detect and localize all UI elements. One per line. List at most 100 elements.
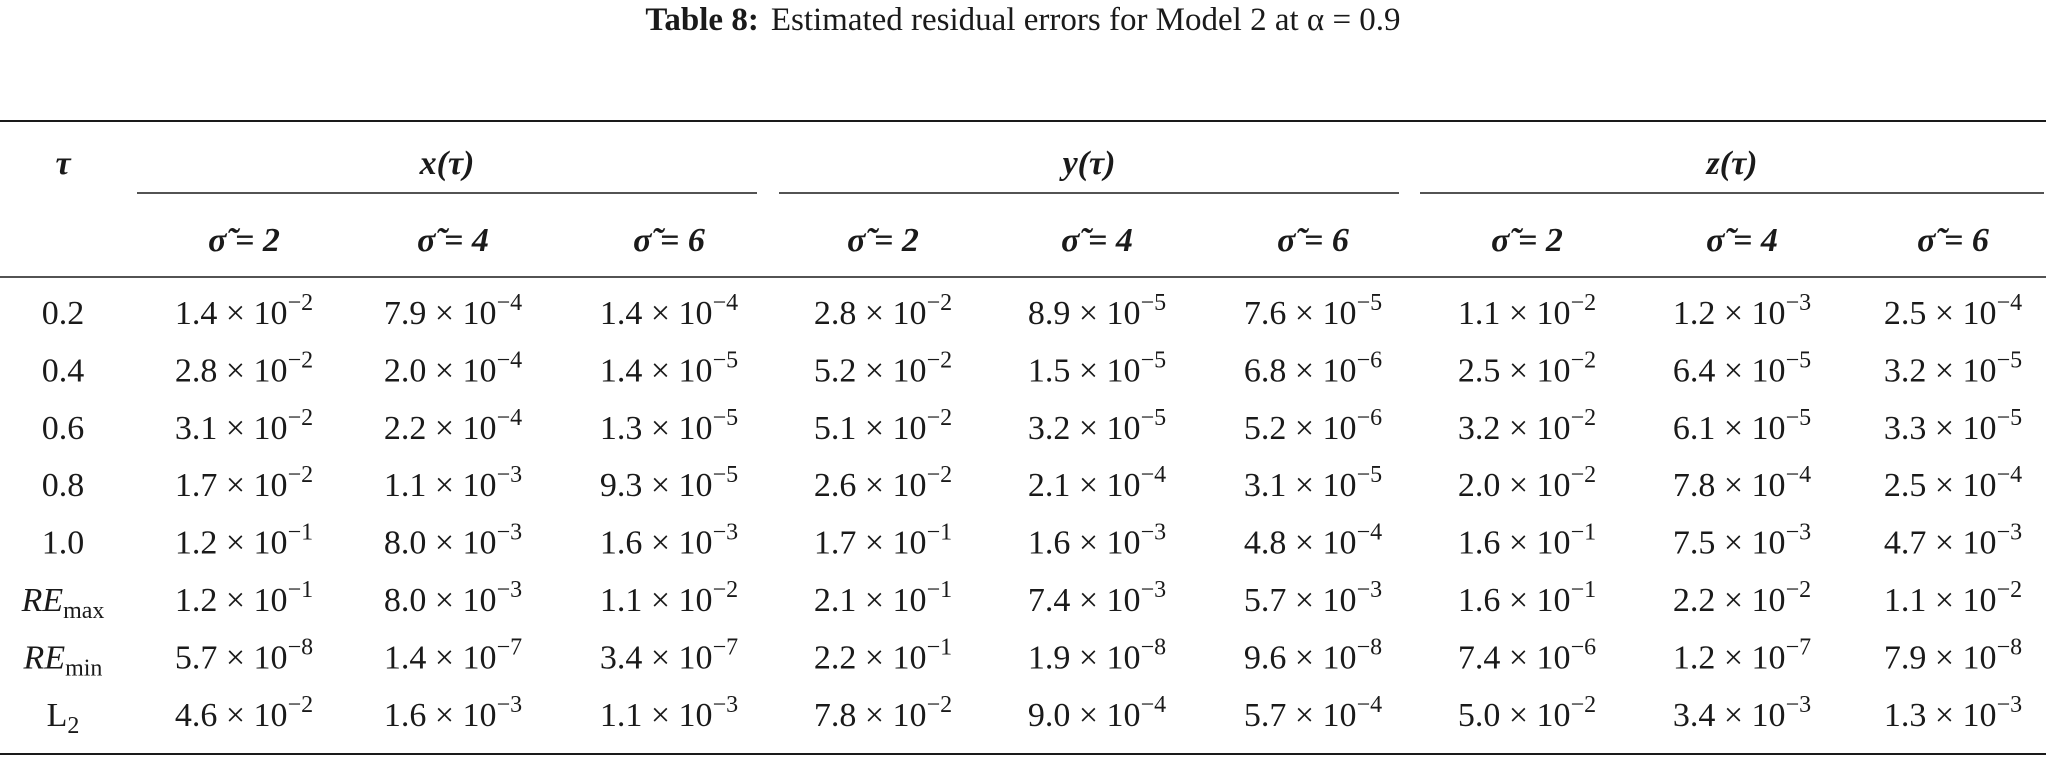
cell-exponent: −5 [713,347,739,373]
cell-exponent: −2 [288,462,314,488]
cell-base: 2.5 × 10 [1458,352,1571,389]
cell: 1.9 × 10−8 [1028,634,1166,676]
cell: 1.2 × 10−1 [175,577,313,619]
cell-exponent: −3 [1997,519,2023,545]
cell-exponent: −2 [288,404,314,430]
cell-exponent: −4 [713,290,739,316]
cell-base: 9.3 × 10 [600,467,713,504]
cell-exponent: −2 [288,290,314,316]
cell-exponent: −2 [927,404,953,430]
cell-base: 1.1 × 10 [1884,582,1997,619]
cell-base: 6.4 × 10 [1673,352,1786,389]
cell-base: 1.2 × 10 [175,524,288,561]
cell-base: 2.1 × 10 [1028,467,1141,504]
cell-base: 4.8 × 10 [1244,524,1357,561]
cell: 2.5 × 10−2 [1458,347,1596,389]
cell-exponent: −4 [1141,691,1167,717]
cell-exponent: −4 [1141,462,1167,488]
cell: 7.9 × 10−4 [384,290,522,332]
cell: 7.9 × 10−8 [1884,634,2022,676]
cell-base: 3.2 × 10 [1028,410,1141,447]
cell-base: 7.9 × 10 [1884,639,1997,676]
cell-exponent: −1 [1571,519,1597,545]
cell: 1.1 × 10−3 [384,462,522,504]
cell-exponent: −2 [288,347,314,373]
cell-exponent: −5 [1786,404,1812,430]
cell-exponent: −8 [1141,634,1167,660]
cell-base: 7.6 × 10 [1244,295,1357,332]
cell-exponent: −2 [713,577,739,603]
cell: 2.5 × 10−4 [1884,462,2022,504]
cell-exponent: −3 [1141,577,1167,603]
cell-exponent: −4 [1997,462,2023,488]
cell-base: 2.2 × 10 [814,639,927,676]
cell-exponent: −3 [1786,290,1812,316]
cell: 5.2 × 10−2 [814,347,952,389]
cell-base: 1.6 × 10 [1458,582,1571,619]
cell: 8.9 × 10−5 [1028,290,1166,332]
cell-base: 7.4 × 10 [1028,582,1141,619]
cell-base: 1.2 × 10 [175,582,288,619]
cell-base: 8.0 × 10 [384,582,497,619]
cell-exponent: −1 [288,577,314,603]
row-label: REmax [21,582,105,624]
cell-base: 5.0 × 10 [1458,697,1571,734]
cell: 2.8 × 10−2 [814,290,952,332]
sub-header: σ̃ = 6 [1277,222,1349,259]
row-label-main: RE [21,582,64,619]
row-label-main: L [47,697,68,734]
cell-exponent: −4 [1357,691,1383,717]
cell-base: 3.1 × 10 [175,410,288,447]
cell-base: 2.1 × 10 [814,582,927,619]
cell-base: 1.1 × 10 [600,582,713,619]
sub-header: σ̃ = 4 [1061,222,1133,259]
cell: 5.7 × 10−3 [1244,577,1382,619]
cell: 3.2 × 10−2 [1458,404,1596,446]
cell-exponent: −2 [1786,577,1812,603]
row-label: REmin [23,639,103,681]
cell-exponent: −3 [497,519,523,545]
row-label-sub: min [65,655,102,681]
cell-exponent: −4 [1357,519,1383,545]
cell: 1.6 × 10−1 [1458,577,1596,619]
cell-base: 5.7 × 10 [175,639,288,676]
cell: 2.5 × 10−4 [1884,290,2022,332]
cell-base: 3.2 × 10 [1884,352,1997,389]
cell: 5.1 × 10−2 [814,404,952,446]
cell-base: 1.7 × 10 [814,524,927,561]
cell: 2.1 × 10−4 [1028,462,1166,504]
cell-base: 9.6 × 10 [1244,639,1357,676]
cell-base: 1.9 × 10 [1028,639,1141,676]
cell-base: 2.0 × 10 [1458,467,1571,504]
cell: 3.4 × 10−7 [600,634,738,676]
row-label-main: 0.2 [42,295,85,332]
cell: 9.0 × 10−4 [1028,691,1166,733]
cell: 6.8 × 10−6 [1244,347,1382,389]
row-label-sub: 2 [67,712,79,738]
cell: 9.6 × 10−8 [1244,634,1382,676]
cell-exponent: −3 [497,462,523,488]
cell-exponent: −3 [497,577,523,603]
cell-base: 2.5 × 10 [1884,295,1997,332]
cell-base: 7.9 × 10 [384,295,497,332]
cell: 1.3 × 10−3 [1884,691,2022,733]
row-label: 0.6 [42,410,85,447]
cell-base: 1.1 × 10 [600,697,713,734]
cell-base: 1.7 × 10 [175,467,288,504]
cell-exponent: −3 [713,691,739,717]
cell: 7.8 × 10−2 [814,691,952,733]
cell-base: 2.8 × 10 [175,352,288,389]
cell-base: 1.3 × 10 [600,410,713,447]
cell-exponent: −5 [1141,404,1167,430]
cell-exponent: −2 [1571,691,1597,717]
cell: 2.0 × 10−2 [1458,462,1596,504]
cell-base: 1.2 × 10 [1673,295,1786,332]
cell-exponent: −2 [288,691,314,717]
cell-base: 2.2 × 10 [384,410,497,447]
cell-base: 5.1 × 10 [814,410,927,447]
cell: 7.5 × 10−3 [1673,519,1811,561]
cell-exponent: −5 [1786,347,1812,373]
cell-base: 9.0 × 10 [1028,697,1141,734]
cell-exponent: −2 [1571,462,1597,488]
